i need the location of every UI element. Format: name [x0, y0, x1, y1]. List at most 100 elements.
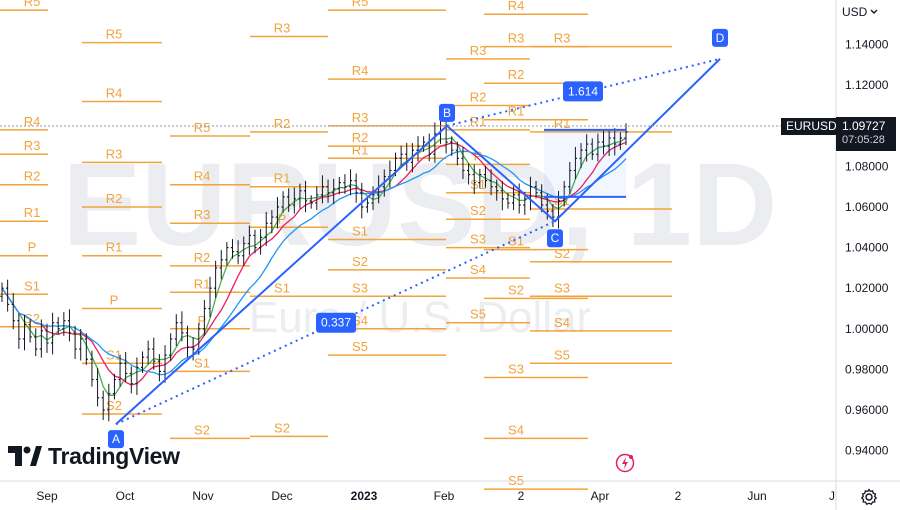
pivot-label-s1: S1 — [24, 278, 40, 293]
pivot-label-s5: S5 — [554, 347, 570, 362]
pivot-label-p: P — [28, 240, 37, 255]
fib-ratio-label: 0.337 — [321, 316, 351, 330]
pivot-label-s1: S1 — [508, 234, 524, 249]
pivot-label-s2: S2 — [274, 420, 290, 435]
pattern-point-badge — [547, 229, 563, 248]
symbol-badge: EURUSD — [781, 118, 842, 135]
pivot-label-r4: R4 — [106, 85, 123, 100]
time-axis[interactable]: Sep Oct Nov Dec 2023 Feb 2 Apr 2 Jun J — [36, 489, 835, 503]
pivot-label-s2: S2 — [194, 422, 210, 437]
pivot-label-s3: S3 — [352, 280, 368, 295]
fib-ratio-1-614[interactable]: 1.614 — [563, 81, 603, 102]
last-price-tag: 1.09727 07:05:28 — [836, 117, 896, 151]
pattern-point-label: A — [112, 432, 120, 446]
pivot-label-r3: R3 — [508, 31, 525, 46]
pivot-label-r1: R1 — [194, 276, 211, 291]
price-tick-label: 1.06000 — [845, 200, 889, 214]
pivot-label-s1: S1 — [106, 347, 122, 362]
pivot-label-r5: R5 — [106, 27, 123, 42]
pivot-label-s2: S2 — [554, 246, 570, 261]
pivot-label-r4: R4 — [508, 0, 525, 13]
pivot-label-r4: R4 — [352, 63, 369, 78]
pivot-label-s1: S1 — [352, 223, 368, 238]
tradingview-logo-icon — [8, 446, 42, 466]
pattern-point-c[interactable]: C — [547, 229, 563, 248]
price-tick-label: 1.00000 — [845, 322, 889, 336]
price-axis[interactable]: 1.140001.120001.100001.080001.060001.040… — [845, 38, 889, 458]
pivot-label-s3: S3 — [508, 361, 524, 376]
pivot-label-r3: R3 — [194, 207, 211, 222]
price-tick-label: 0.98000 — [845, 362, 889, 376]
pivot-label-r2: R2 — [194, 250, 211, 265]
abcd-pattern: A B C D 0.337 1.614 — [108, 28, 728, 449]
watermark-description: Euro / U.S. Dollar — [249, 293, 591, 342]
pivot-label-p: P — [278, 211, 287, 226]
pattern-point-badge — [439, 103, 455, 122]
pattern-point-d[interactable]: D — [712, 28, 728, 47]
pivot-label-s3: S3 — [554, 280, 570, 295]
pivot-label-s2: S2 — [508, 282, 524, 297]
position-box — [544, 129, 626, 197]
price-tick-label: 0.94000 — [845, 444, 889, 458]
time-tick-label: 2023 — [351, 489, 378, 503]
pivot-label-r2: R2 — [274, 116, 291, 131]
pivot-label-s5: S5 — [352, 339, 368, 354]
pivot-label-s1: S1 — [470, 177, 486, 192]
pivot-label-s2: S2 — [352, 254, 368, 269]
price-tick-label: 1.08000 — [845, 159, 889, 173]
pivot-label-r1: R1 — [24, 205, 41, 220]
price-tick-label: 1.14000 — [845, 38, 889, 52]
pattern-point-a[interactable]: A — [108, 430, 124, 449]
pivot-label-r1: R1 — [470, 114, 487, 129]
currency-dropdown[interactable]: USD — [838, 3, 882, 21]
pattern-point-badge — [712, 28, 728, 47]
pivot-label-r4: R4 — [194, 169, 211, 184]
pattern-point-label: B — [443, 106, 451, 120]
time-tick-label: Feb — [434, 489, 455, 503]
time-tick-label: 2 — [675, 489, 682, 503]
pivot-label-r2: R2 — [508, 67, 525, 82]
pivot-label-s2: S2 — [470, 203, 486, 218]
pivot-label-r1: R1 — [106, 240, 123, 255]
pivot-label-r5: R5 — [352, 0, 369, 9]
pivot-label-r3: R3 — [470, 43, 487, 58]
time-tick-label: Nov — [192, 489, 213, 503]
pivot-label-s3: S3 — [470, 232, 486, 247]
pivot-label-r1: R1 — [554, 116, 571, 131]
last-price: 1.09727 — [842, 119, 886, 133]
pivot-label-s4: S4 — [554, 315, 570, 330]
time-tick-label: Jun — [747, 489, 766, 503]
fib-ratio-0-337[interactable]: 0.337 — [316, 312, 356, 333]
pattern-point-b[interactable]: B — [439, 103, 455, 122]
pivot-label-r1: R1 — [508, 104, 525, 119]
pivot-label-r4: R4 — [24, 114, 41, 129]
fib-ratio-label: 1.614 — [568, 84, 598, 98]
pivot-label-r3: R3 — [106, 146, 123, 161]
pivot-levels: R5R4R3R2R1PS1S2R5R4R3R2R1PS1S2R5R4R3R2R1… — [0, 0, 672, 490]
pivot-label-p: P — [474, 148, 483, 163]
pattern-point-label: D — [716, 31, 725, 45]
tradingview-logo[interactable]: TradingView — [8, 442, 180, 470]
pivot-label-r2: R2 — [352, 130, 369, 145]
flash-icon[interactable] — [615, 453, 635, 473]
price-tick-label: 0.96000 — [845, 403, 889, 417]
tradingview-logo-text: TradingView — [48, 442, 180, 469]
pivot-label-s4: S4 — [352, 313, 368, 328]
fib-ratio-badge — [563, 81, 603, 102]
pivot-label-s1: S1 — [274, 280, 290, 295]
pattern-point-label: C — [551, 231, 560, 245]
time-tick-label: J — [829, 489, 835, 503]
pivot-label-r1: R1 — [352, 142, 369, 157]
time-tick-label: Sep — [36, 489, 58, 503]
settings-button[interactable] — [858, 487, 880, 507]
time-tick-label: Oct — [116, 489, 135, 503]
pivot-label-s5: S5 — [470, 307, 486, 322]
pivot-label-r2: R2 — [24, 169, 41, 184]
time-tick-label: Dec — [271, 489, 292, 503]
currency-label: USD — [842, 5, 868, 19]
pivot-label-r2: R2 — [106, 191, 123, 206]
time-tick-label: 2 — [518, 489, 525, 503]
pivot-label-r3: R3 — [554, 31, 571, 46]
time-tick-label: Apr — [591, 489, 610, 503]
